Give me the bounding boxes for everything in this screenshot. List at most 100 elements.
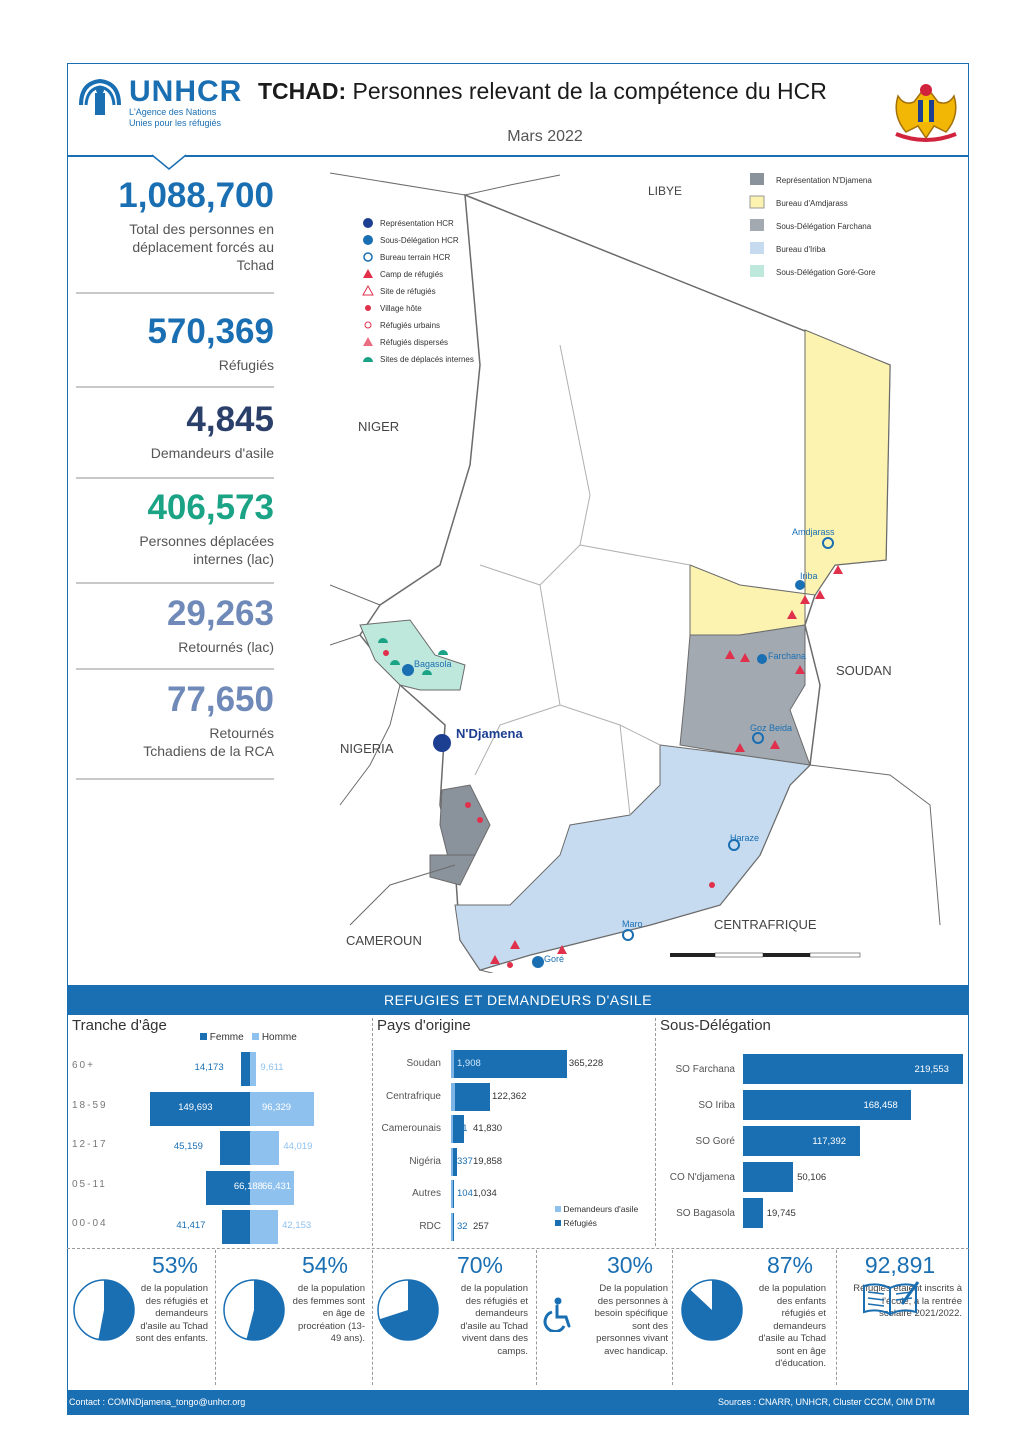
facts-divider xyxy=(67,1248,969,1249)
bar-asylum-label: 21 xyxy=(457,1123,468,1134)
fact-value: 92,891 xyxy=(864,1252,936,1278)
origin-country: Autres xyxy=(412,1188,441,1199)
place-label: Goz Beida xyxy=(750,723,792,733)
origin-country: Camerounais xyxy=(381,1123,441,1134)
camp-icon xyxy=(557,945,567,954)
legend-swatch-female xyxy=(200,1033,207,1040)
origin-chart: Soudan 365,228 1,908 Centrafrique 122,362 2,4… xyxy=(377,1048,652,1244)
chad-map[interactable]: LIBYE NIGER NIGERIA CAMEROUN SOUDAN CENT… xyxy=(330,165,962,973)
fact-text: Réfugiés étaient inscrits à l'école, à l… xyxy=(853,1283,962,1319)
bar-subdelegation xyxy=(743,1126,861,1156)
camp-icon xyxy=(490,955,500,964)
country-label-soudan: SOUDAN xyxy=(836,663,892,678)
pie-slice xyxy=(98,1280,134,1340)
place-label: Bagasola xyxy=(414,659,452,669)
bar-subdelegation xyxy=(743,1162,794,1192)
camp-icon xyxy=(833,565,843,574)
bar-male xyxy=(250,1091,315,1126)
map-legend-symbols: Représentation HCR Sous-Délégation HCR B… xyxy=(362,218,474,364)
bar-subdelegation-label: 117,392 xyxy=(812,1136,847,1147)
stat-value: 4,845 xyxy=(186,400,274,439)
fact-text: De la population des personnes à besoin … xyxy=(594,1283,668,1357)
office-gore-icon[interactable] xyxy=(532,956,544,968)
bar-female xyxy=(222,1210,250,1244)
bar-asylum xyxy=(451,1212,453,1241)
region-bagasola[interactable] xyxy=(359,619,466,691)
bar-subdelegation-label: 219,553 xyxy=(914,1064,949,1075)
stat-idps: 406,573 Personnes déplacées internes (la… xyxy=(76,488,274,568)
country-label-niger: NIGER xyxy=(358,419,399,434)
office-farchana-icon[interactable] xyxy=(757,654,767,664)
fact-text: de la population des femmes sont en âge … xyxy=(292,1283,365,1344)
stat-value: 29,263 xyxy=(166,594,274,633)
capital-marker-icon[interactable] xyxy=(433,734,451,752)
country-label-nigeria: NIGERIA xyxy=(340,741,394,756)
bar-asylum-label: 1,908 xyxy=(457,1058,481,1069)
internal-borders xyxy=(474,344,691,816)
footer-contact[interactable]: Contact : COMNDjamena_tongo@unhcr.org xyxy=(69,1397,246,1407)
stat-divider xyxy=(76,292,274,294)
region-gore[interactable] xyxy=(454,744,812,971)
svg-text:Sous-Délégation Goré-Gore: Sous-Délégation Goré-Gore xyxy=(776,268,876,277)
country-label-centrafrique: CENTRAFRIQUE xyxy=(714,917,817,932)
fact-divider xyxy=(836,1250,837,1385)
bar-female xyxy=(205,1170,250,1205)
village-icon xyxy=(507,962,513,968)
stat-divider xyxy=(76,582,274,584)
bar-refugees-label: 19,858 xyxy=(473,1155,503,1167)
fact-value: 87% xyxy=(766,1252,814,1278)
subdelegation-name: SO Goré xyxy=(695,1136,735,1147)
village-icon xyxy=(477,817,483,823)
svg-text:Représentation N'Djamena: Représentation N'Djamena xyxy=(776,176,872,185)
bar-female xyxy=(150,1091,250,1126)
subdelegation-name: CO N'djamena xyxy=(669,1172,735,1183)
bar-male xyxy=(250,1131,280,1165)
stat-divider xyxy=(76,477,274,479)
age-label: 05-11 xyxy=(72,1178,107,1190)
page-subtitle: Mars 2022 xyxy=(507,128,583,145)
region-farchana[interactable] xyxy=(679,624,811,766)
subdelegation-title: Sous-Délégation xyxy=(660,1017,771,1034)
village-icon xyxy=(465,802,471,808)
office-iriba-icon[interactable] xyxy=(795,580,805,590)
origin-country: RDC xyxy=(419,1220,441,1232)
office-bagasola-icon[interactable] xyxy=(402,664,414,676)
camp-icon xyxy=(740,653,750,662)
bar-asylum-label: 2,453 xyxy=(457,1090,481,1102)
origin-legend: Demandeurs d'asile Réfugiés xyxy=(555,1202,638,1230)
svg-text:Bureau terrain HCR: Bureau terrain HCR xyxy=(380,253,450,262)
coat-of-arms-icon xyxy=(895,84,957,142)
capital-label: N'Djamena xyxy=(456,726,523,741)
pie-chart xyxy=(681,1279,743,1341)
office-maro-icon[interactable] xyxy=(622,929,634,941)
bar-male xyxy=(250,1170,295,1205)
stat-label: Total des personnes en déplacement forcé… xyxy=(129,221,274,273)
camp-icon xyxy=(787,610,797,619)
region-ndjamena-south xyxy=(429,854,476,886)
office-haraze-icon[interactable] xyxy=(728,839,740,851)
stat-divider xyxy=(76,386,274,388)
bar-asylum xyxy=(451,1180,453,1208)
bar-female-label: 66,188 xyxy=(233,1180,263,1192)
svg-text:Sous-Délégation Farchana: Sous-Délégation Farchana xyxy=(776,222,872,231)
unhcr-emblem-icon xyxy=(79,78,121,115)
office-amdjarass-icon[interactable] xyxy=(822,537,834,549)
place-label: Farchana xyxy=(768,651,806,661)
unhcr-logo: UNHCR L'Agence des Nations Unies pour le… xyxy=(75,75,245,135)
bar-male xyxy=(250,1210,279,1244)
country-label-cameroun: CAMEROUN xyxy=(346,933,422,948)
bar-male-label: 42,153 xyxy=(282,1220,312,1231)
office-gozbeida-icon[interactable] xyxy=(752,732,764,744)
pie-slice xyxy=(682,1280,742,1340)
fact-value: 70% xyxy=(456,1252,504,1278)
age-pyramid-chart: 60+ 14,173 9,611 18-59 149,693 96,329 12-17 45,… xyxy=(72,1048,368,1244)
svg-text:Sites de déplacés internes: Sites de déplacés internes xyxy=(380,355,474,364)
fact-value: 30% xyxy=(606,1252,654,1278)
bar-female-label: 14,173 xyxy=(194,1062,224,1073)
fact-divider xyxy=(536,1250,537,1385)
legend-male: Homme xyxy=(261,1032,297,1043)
stat-value: 1,088,700 xyxy=(118,176,274,215)
stat-divider xyxy=(76,778,274,780)
legend-refugees: Réfugiés xyxy=(563,1218,597,1228)
page-title: TCHAD: Personnes relevant de la compéten… xyxy=(258,78,827,105)
